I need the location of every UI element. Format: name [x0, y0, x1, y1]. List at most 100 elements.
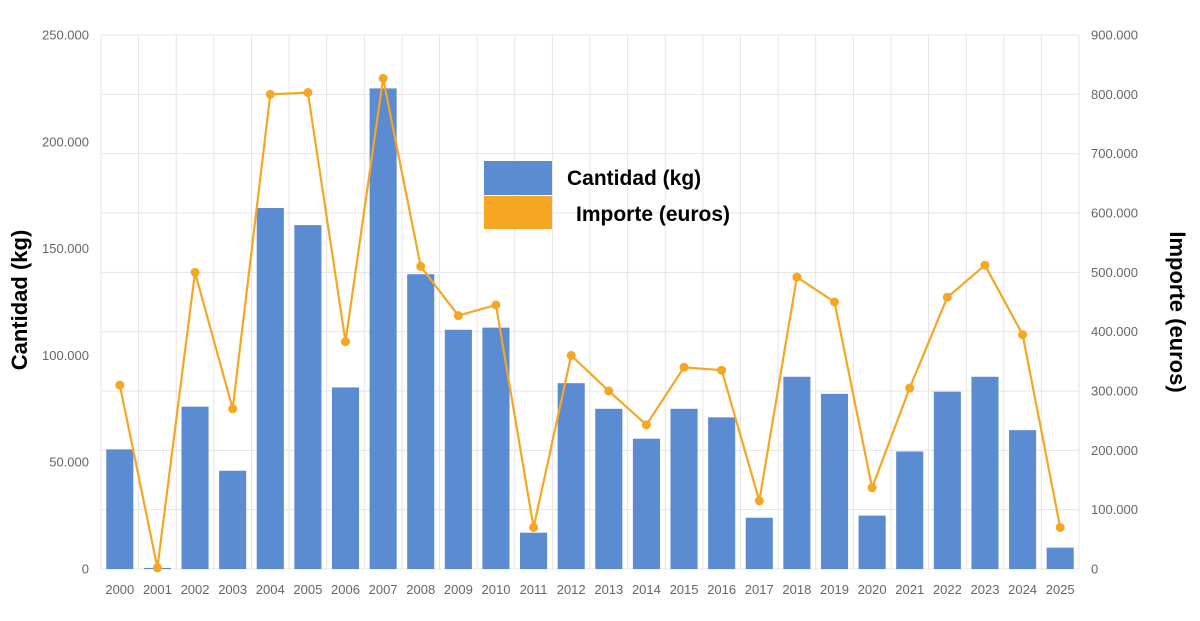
x-tick-2025: 2025 — [1046, 582, 1075, 597]
bar-2003 — [219, 470, 247, 569]
bar-2022 — [933, 391, 961, 569]
x-tick-2020: 2020 — [858, 582, 887, 597]
x-tick-2015: 2015 — [670, 582, 699, 597]
bar-2011 — [520, 532, 548, 569]
x-tick-2021: 2021 — [895, 582, 924, 597]
point-2000 — [115, 380, 125, 390]
bar-2024 — [1009, 430, 1037, 569]
y-tick-left-4: 200.000 — [42, 134, 89, 149]
point-2012 — [566, 350, 576, 360]
bar-2017 — [745, 517, 773, 569]
x-tick-2002: 2002 — [181, 582, 210, 597]
y-tick-right-1: 100.000 — [1091, 502, 1138, 517]
x-tick-2023: 2023 — [971, 582, 1000, 597]
bar-2000 — [106, 449, 134, 569]
point-2021 — [905, 383, 915, 393]
y-tick-left-5: 250.000 — [42, 28, 89, 43]
point-2002 — [190, 267, 200, 277]
y-tick-right-2: 200.000 — [1091, 443, 1138, 458]
bar-2023 — [971, 376, 999, 569]
x-tick-2008: 2008 — [406, 582, 435, 597]
x-tick-2024: 2024 — [1008, 582, 1037, 597]
bar-2015 — [670, 408, 698, 569]
x-tick-2017: 2017 — [745, 582, 774, 597]
x-tick-2018: 2018 — [782, 582, 811, 597]
x-tick-2004: 2004 — [256, 582, 285, 597]
bar-2012 — [557, 383, 585, 569]
x-tick-2012: 2012 — [557, 582, 586, 597]
point-2011 — [529, 522, 539, 532]
x-tick-2009: 2009 — [444, 582, 473, 597]
x-tick-2007: 2007 — [369, 582, 398, 597]
legend-swatch-importe — [484, 196, 552, 229]
bar-2013 — [595, 408, 623, 569]
legend-label-importe: Importe (euros) — [576, 203, 730, 226]
y-tick-right-9: 900.000 — [1091, 28, 1138, 43]
point-2024 — [1018, 330, 1028, 340]
x-tick-2011: 2011 — [520, 582, 548, 597]
line-importe — [118, 77, 1062, 569]
point-2025 — [1055, 522, 1065, 532]
bar-2004 — [256, 208, 284, 570]
point-2018 — [792, 272, 802, 282]
bar-2009 — [444, 329, 472, 569]
bar-2020 — [858, 515, 886, 569]
y-tick-right-5: 500.000 — [1091, 265, 1138, 280]
x-tick-2016: 2016 — [707, 582, 736, 597]
x-tick-2013: 2013 — [594, 582, 623, 597]
point-2008 — [416, 261, 426, 271]
point-2017 — [754, 496, 764, 506]
bar-2002 — [181, 406, 209, 569]
point-2007 — [378, 73, 388, 83]
point-2016 — [717, 365, 727, 375]
bar-2007 — [369, 88, 397, 570]
x-tick-2010: 2010 — [482, 582, 511, 597]
y-axis-title-left: Cantidad (kg) — [7, 230, 32, 371]
point-2014 — [641, 420, 651, 430]
bar-2008 — [407, 274, 435, 569]
bar-2014 — [632, 438, 660, 569]
bar-2025 — [1046, 547, 1074, 569]
legend: Cantidad (kg) Importe (euros) — [484, 161, 730, 229]
y-tick-right-6: 600.000 — [1091, 206, 1138, 221]
point-2003 — [228, 404, 238, 414]
y-tick-left-3: 150.000 — [42, 241, 89, 256]
legend-swatch-cantidad — [484, 161, 552, 195]
bar-2005 — [294, 225, 322, 569]
bar-2018 — [783, 376, 811, 569]
bar-2019 — [820, 393, 849, 569]
y-axis-title-right: Importe (euros) — [1165, 231, 1190, 392]
point-2022 — [942, 292, 952, 302]
point-2001 — [152, 563, 162, 573]
bar-2006 — [331, 387, 360, 569]
bar-2021 — [896, 451, 924, 569]
y-tick-left-2: 100.000 — [42, 348, 89, 363]
y-tick-right-4: 400.000 — [1091, 324, 1138, 339]
legend-label-cantidad: Cantidad (kg) — [567, 167, 701, 190]
point-2013 — [604, 386, 614, 396]
x-tick-2006: 2006 — [331, 582, 360, 597]
point-2015 — [679, 362, 689, 372]
point-2020 — [867, 483, 877, 493]
axes: 0 50.000 100.000 150.000 200.000 250.000 0 100.… — [42, 28, 1138, 598]
y-tick-left-0: 0 — [82, 562, 89, 577]
y-tick-left-1: 50.000 — [49, 455, 89, 470]
point-2004 — [265, 89, 275, 99]
x-tick-2019: 2019 — [820, 582, 849, 597]
x-tick-2001: 2001 — [143, 582, 172, 597]
point-2005 — [303, 88, 313, 98]
bar-series — [106, 88, 1074, 570]
x-tick-2022: 2022 — [933, 582, 962, 597]
point-2023 — [980, 260, 990, 270]
y-tick-right-3: 300.000 — [1091, 384, 1138, 399]
x-tick-2000: 2000 — [105, 582, 134, 597]
bar-2010 — [482, 327, 510, 569]
y-tick-right-8: 800.000 — [1091, 87, 1138, 102]
point-2019 — [830, 297, 839, 307]
x-tick-2003: 2003 — [218, 582, 247, 597]
point-2009 — [453, 311, 463, 321]
bar-2016 — [708, 417, 736, 569]
point-2006 — [341, 337, 350, 347]
